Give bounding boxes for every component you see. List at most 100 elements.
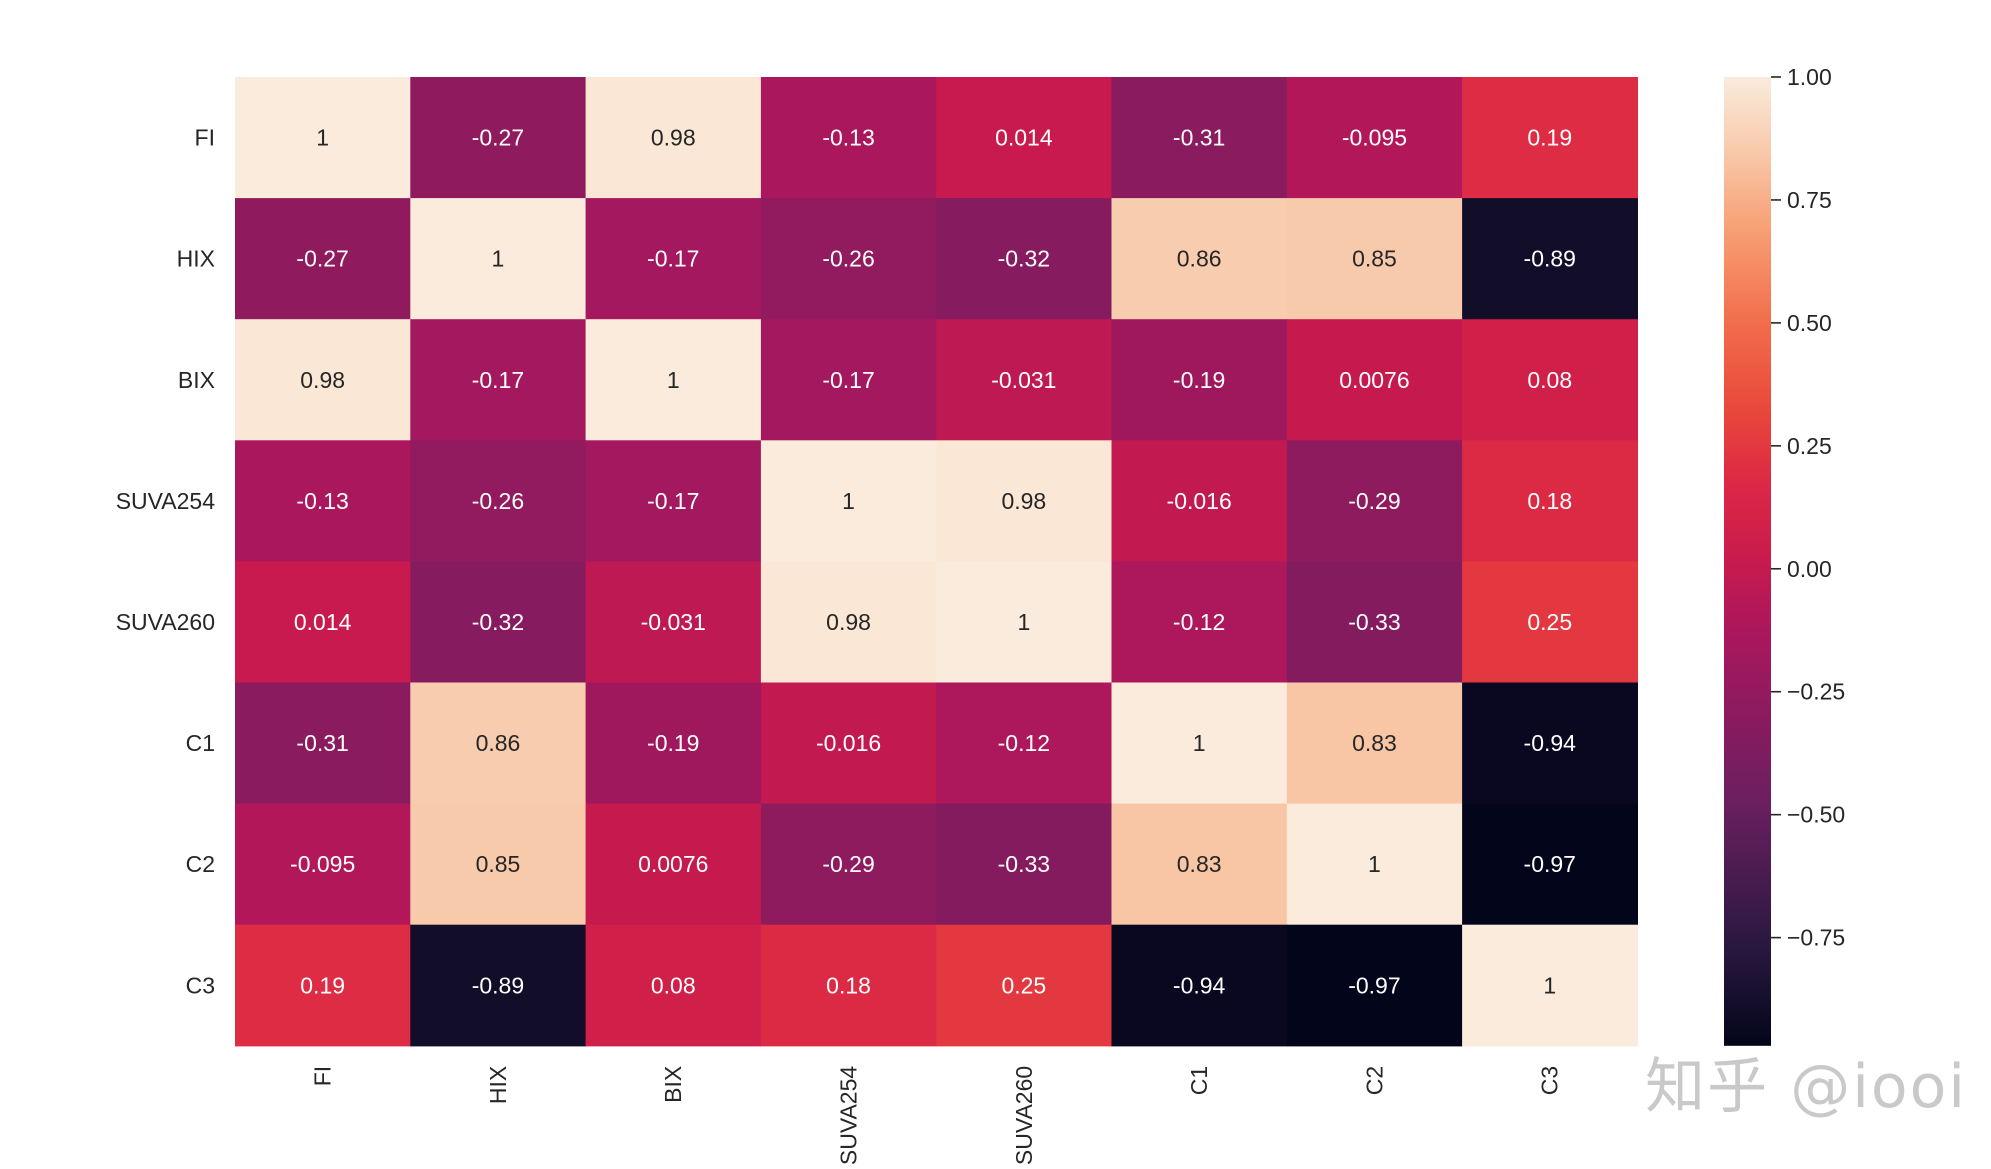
- heatmap-cell: [235, 682, 411, 805]
- column-label: C3: [1537, 1066, 1563, 1095]
- heatmap-cell: [760, 561, 937, 684]
- cell-annotation: -0.27: [296, 246, 348, 272]
- colorbar-tick-label: −0.50: [1787, 802, 1845, 828]
- cell-annotation: -0.89: [472, 972, 524, 998]
- heatmap-cell: [1111, 440, 1288, 562]
- cell-annotation: 1: [316, 125, 329, 151]
- heatmap-cell: [1462, 561, 1638, 684]
- cell-annotation: -0.12: [998, 730, 1050, 756]
- cell-annotation: 0.0076: [638, 851, 708, 877]
- heatmap-cell: [235, 803, 411, 926]
- colorbar-tick-label: −0.25: [1787, 679, 1845, 705]
- heatmap-cell: [1111, 682, 1288, 805]
- cell-annotation: -0.17: [647, 246, 699, 272]
- colorbar-tick-label: 0.75: [1787, 187, 1832, 213]
- heatmap-cell: [585, 319, 762, 441]
- cell-annotation: 0.014: [294, 609, 352, 635]
- heatmap-cell: [410, 803, 587, 926]
- cell-annotation: -0.095: [1342, 125, 1407, 151]
- heatmap-cell: [1462, 924, 1638, 1047]
- cell-annotation: 0.19: [1527, 125, 1572, 151]
- cell-annotation: -0.97: [1348, 972, 1400, 998]
- cell-annotation: -0.031: [641, 609, 706, 635]
- column-label: HIX: [485, 1066, 511, 1104]
- heatmap-cell: [760, 440, 937, 562]
- heatmap-cell: [760, 319, 937, 441]
- colorbar-tick-label: 0.50: [1787, 310, 1832, 336]
- cell-annotation: 0.25: [1001, 972, 1046, 998]
- column-label: SUVA260: [1011, 1066, 1037, 1165]
- cell-annotation: 0.08: [651, 972, 696, 998]
- cell-annotation: -0.27: [472, 125, 524, 151]
- cell-annotation: 1: [1193, 730, 1206, 756]
- heatmap-cell: [410, 440, 587, 562]
- heatmap-cell: [936, 77, 1113, 199]
- cell-annotation: 0.25: [1527, 609, 1572, 635]
- heatmap-cell: [585, 924, 762, 1047]
- heatmap-cell: [936, 440, 1113, 562]
- heatmap-cell: [760, 682, 937, 805]
- heatmap-cell: [936, 198, 1113, 320]
- cell-annotation: 1: [1017, 609, 1030, 635]
- cell-annotation: 1: [1543, 972, 1556, 998]
- heatmap-cell: [1111, 561, 1288, 684]
- heatmap-cell: [1462, 77, 1638, 199]
- colorbar-tick-label: 0.25: [1787, 433, 1832, 459]
- cell-annotation: 0.19: [300, 972, 345, 998]
- heatmap-cell: [1462, 803, 1638, 926]
- heatmap-cell: [936, 561, 1113, 684]
- row-label: BIX: [178, 367, 215, 393]
- cell-annotation: -0.19: [1173, 367, 1225, 393]
- heatmap-cell: [235, 561, 411, 684]
- cell-annotation: -0.17: [647, 488, 699, 514]
- colorbar: [1724, 77, 1771, 1046]
- cell-annotation: 0.98: [826, 609, 871, 635]
- cell-annotation: -0.33: [998, 851, 1050, 877]
- heatmap-cell: [936, 924, 1113, 1047]
- heatmap-cell: [410, 561, 587, 684]
- cell-annotation: -0.89: [1524, 246, 1576, 272]
- colorbar-tick-label: 1.00: [1787, 64, 1832, 90]
- heatmap-cell: [585, 440, 762, 562]
- heatmap-cell: [1111, 77, 1288, 199]
- colorbar-tick-label: 0.00: [1787, 556, 1832, 582]
- cell-annotation: 0.86: [476, 730, 521, 756]
- heatmap-cell: [1111, 924, 1288, 1047]
- cell-annotation: -0.13: [296, 488, 348, 514]
- heatmap-cell: [1286, 440, 1463, 562]
- cell-annotation: -0.31: [1173, 125, 1225, 151]
- cell-annotation: 0.85: [1352, 246, 1397, 272]
- heatmap-cell: [410, 924, 587, 1047]
- heatmap-cell: [760, 803, 937, 926]
- cell-annotation: 0.0076: [1339, 367, 1409, 393]
- cell-annotation: 0.83: [1352, 730, 1397, 756]
- cell-annotation: 0.83: [1177, 851, 1222, 877]
- cell-annotation: -0.94: [1173, 972, 1226, 998]
- cell-annotation: 0.85: [476, 851, 521, 877]
- heatmap-cell: [410, 77, 587, 199]
- cell-annotation: -0.016: [816, 730, 881, 756]
- heatmap-cell: [1286, 803, 1463, 926]
- column-label: C1: [1186, 1066, 1212, 1095]
- heatmap-cell: [585, 561, 762, 684]
- cell-annotation: -0.17: [822, 367, 874, 393]
- heatmap-cell: [760, 198, 937, 320]
- row-label: FI: [195, 125, 215, 151]
- cell-annotation: -0.095: [290, 851, 355, 877]
- heatmap-cell: [1286, 319, 1463, 441]
- heatmap-cell: [1462, 198, 1638, 320]
- cell-annotation: 0.98: [651, 125, 696, 151]
- cell-annotation: -0.31: [296, 730, 348, 756]
- cell-annotation: -0.26: [822, 246, 874, 272]
- heatmap-cell: [585, 682, 762, 805]
- cell-annotation: 0.98: [1001, 488, 1046, 514]
- heatmap-cell: [760, 77, 937, 199]
- row-label: SUVA260: [116, 609, 215, 635]
- heatmap-cell: [760, 924, 937, 1047]
- cell-annotation: -0.13: [822, 125, 874, 151]
- heatmap-cell: [1286, 924, 1463, 1047]
- heatmap-cell: [1462, 440, 1638, 562]
- cell-annotation: 0.86: [1177, 246, 1222, 272]
- cell-annotation: -0.17: [472, 367, 524, 393]
